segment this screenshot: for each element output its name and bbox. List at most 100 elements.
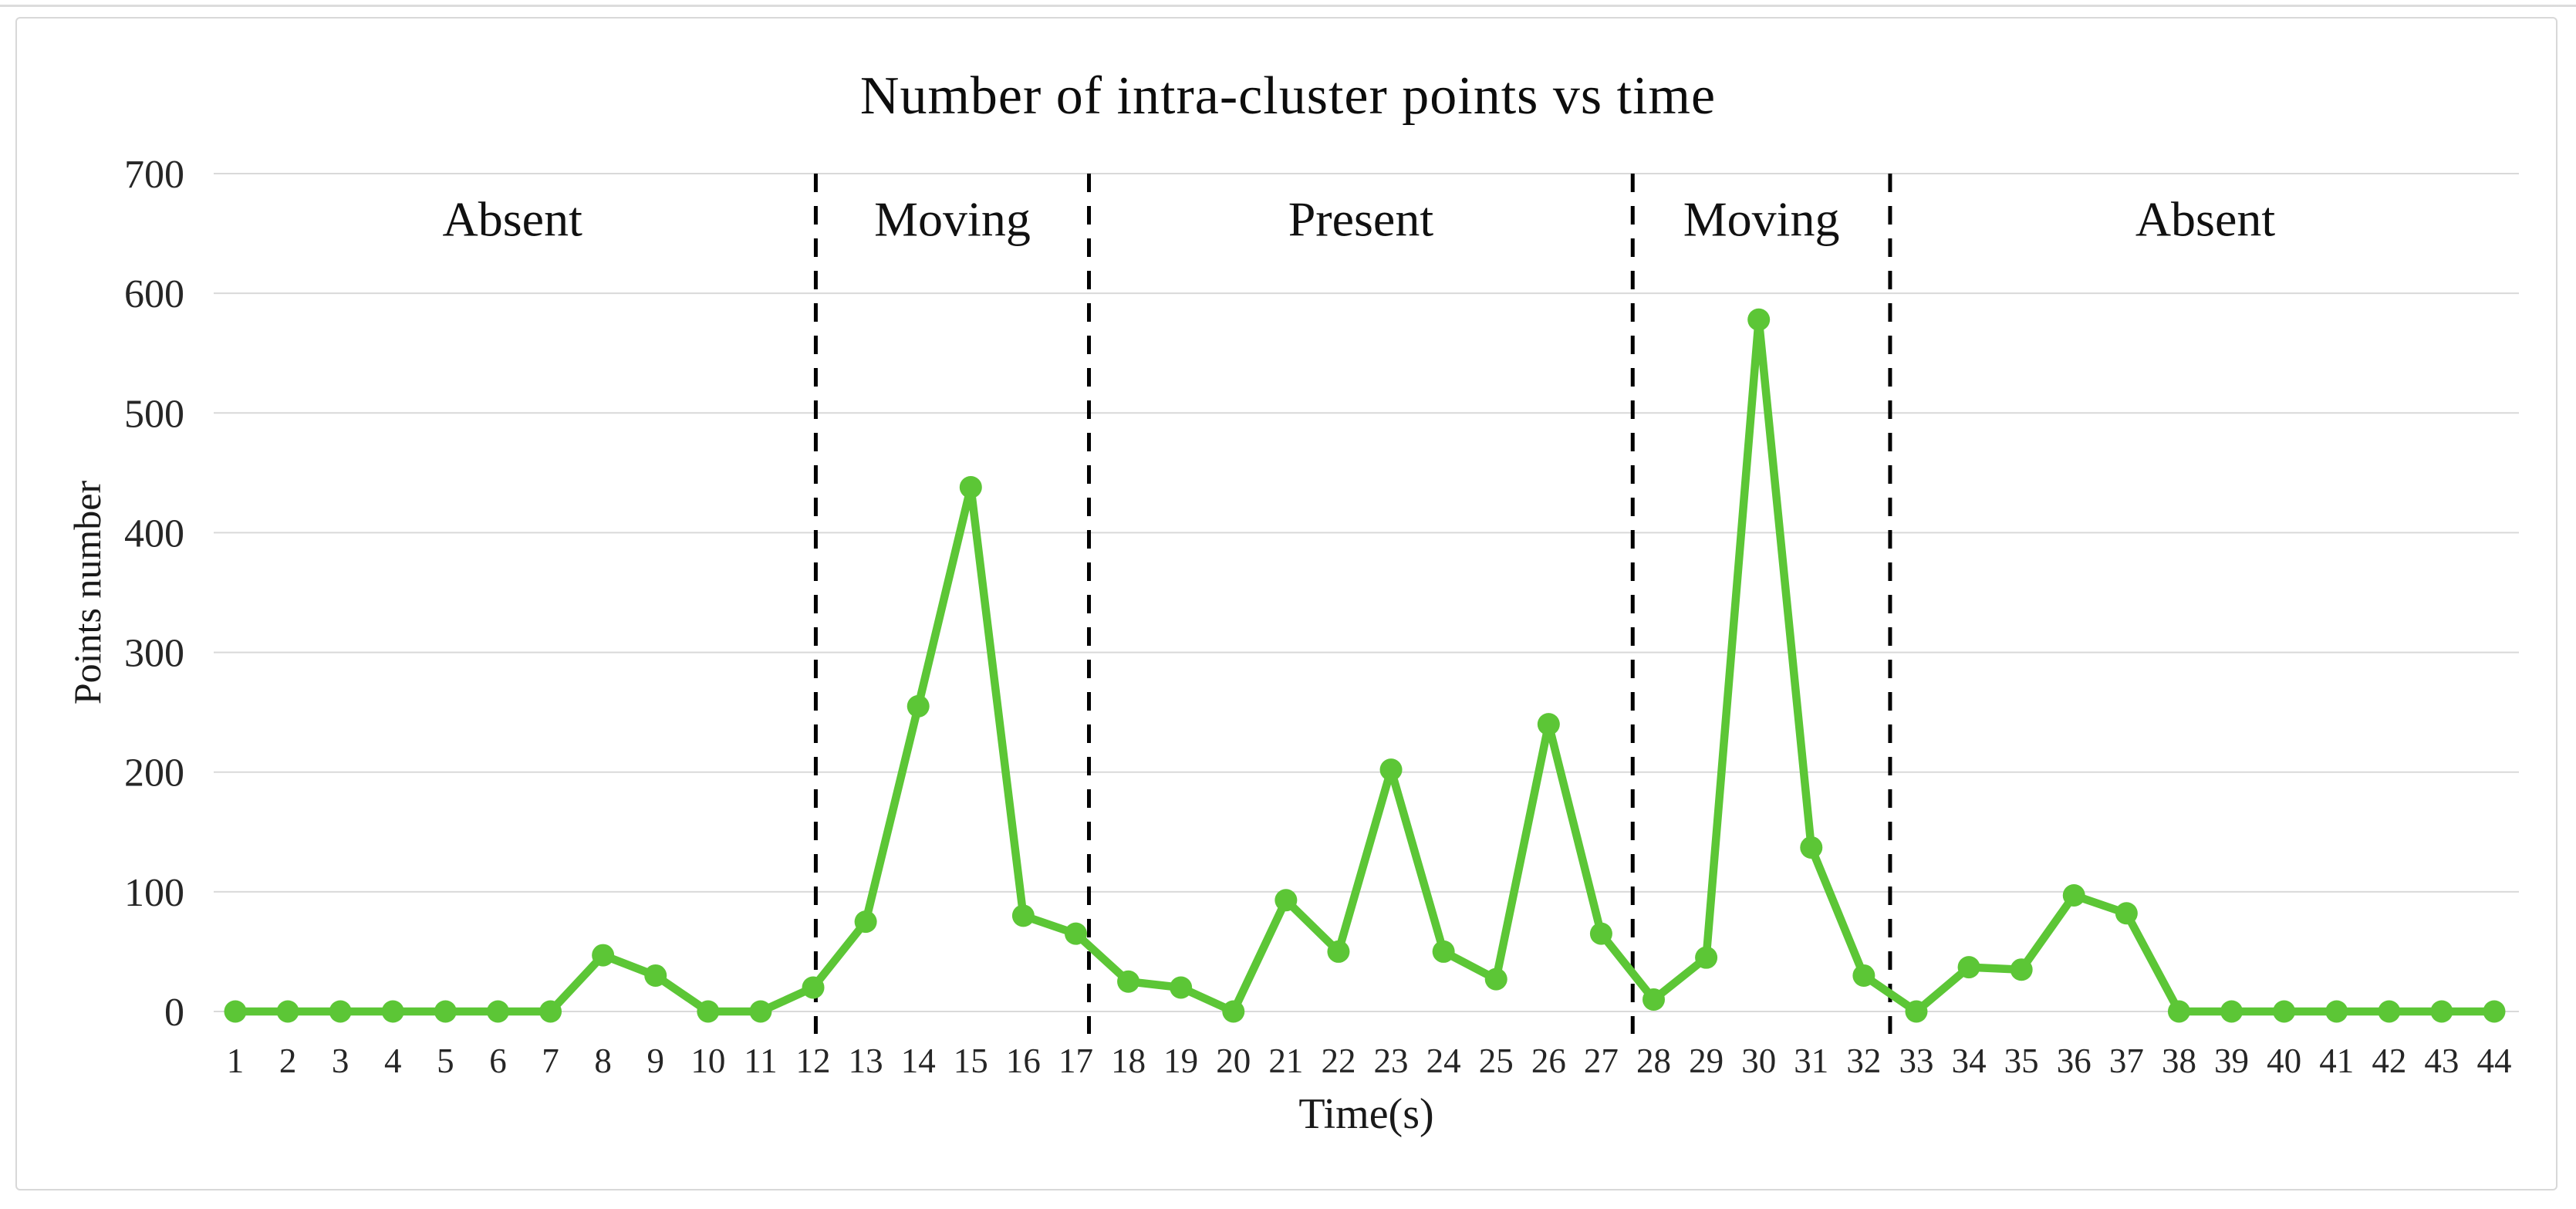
x-tick-label: 36 <box>2057 1042 2092 1080</box>
x-tick-label: 40 <box>2267 1042 2301 1080</box>
x-tick-label: 20 <box>1216 1042 1251 1080</box>
x-tick-label: 5 <box>437 1042 454 1080</box>
data-point-marker <box>697 1000 720 1023</box>
data-point-marker <box>1800 836 1823 859</box>
data-point-marker <box>486 1000 509 1023</box>
x-tick-label: 32 <box>1846 1042 1881 1080</box>
data-point-marker <box>1170 976 1193 999</box>
data-point-marker <box>2378 1000 2401 1023</box>
x-tick-label: 13 <box>849 1042 883 1080</box>
x-tick-label: 19 <box>1163 1042 1198 1080</box>
x-tick-label: 33 <box>1899 1042 1933 1080</box>
data-point-marker <box>959 475 982 498</box>
data-point-marker <box>2062 884 2085 907</box>
x-tick-label: 16 <box>1006 1042 1041 1080</box>
x-tick-label: 43 <box>2424 1042 2459 1080</box>
x-tick-label: 26 <box>1531 1042 1566 1080</box>
page-edge-line <box>0 5 2576 7</box>
y-tick-label: 400 <box>124 512 184 556</box>
data-point-marker <box>1642 988 1666 1011</box>
data-point-marker <box>1064 922 1087 945</box>
data-point-marker <box>1222 1000 1245 1023</box>
region-label: Moving <box>1683 192 1840 247</box>
data-point-marker <box>1327 940 1350 963</box>
x-tick-label: 28 <box>1636 1042 1671 1080</box>
data-point-marker <box>539 1000 562 1023</box>
data-line <box>231 316 2499 1016</box>
x-tick-label: 38 <box>2162 1042 2196 1080</box>
data-point-marker <box>329 1000 352 1023</box>
x-tick-label: 2 <box>279 1042 297 1080</box>
x-tick-label: 10 <box>690 1042 725 1080</box>
x-tick-label: 31 <box>1794 1042 1828 1080</box>
data-point-marker <box>1957 956 1980 979</box>
region-label: Absent <box>443 192 583 247</box>
data-point-marker <box>1484 968 1507 991</box>
x-tick-label: 25 <box>1479 1042 1514 1080</box>
x-tick-label: 4 <box>384 1042 402 1080</box>
data-point-marker <box>1537 713 1560 736</box>
x-tick-label: 30 <box>1741 1042 1776 1080</box>
x-tick-label: 39 <box>2214 1042 2249 1080</box>
data-point-marker <box>2273 1000 2296 1023</box>
data-point-marker <box>2220 1000 2243 1023</box>
x-tick-label: 22 <box>1321 1042 1356 1080</box>
data-point-marker <box>2483 1000 2506 1023</box>
x-tick-label: 41 <box>2319 1042 2354 1080</box>
y-tick-label: 100 <box>124 871 184 915</box>
x-tick-label: 42 <box>2372 1042 2406 1080</box>
y-tick-label: 200 <box>124 751 184 795</box>
x-tick-label: 11 <box>744 1042 777 1080</box>
region-label: Absent <box>2135 192 2276 247</box>
x-tick-label: 6 <box>489 1042 507 1080</box>
region-label: Present <box>1288 192 1434 247</box>
data-point-marker <box>2167 1000 2190 1023</box>
data-point-marker <box>906 694 930 718</box>
data-point-marker <box>2325 1000 2348 1023</box>
y-tick-label: 0 <box>164 991 184 1035</box>
data-point-marker <box>1747 308 1771 331</box>
x-tick-label: 29 <box>1689 1042 1724 1080</box>
data-point-marker <box>1695 946 1718 969</box>
x-tick-label: 7 <box>542 1042 559 1080</box>
chart-frame <box>15 17 2557 1190</box>
y-tick-label: 500 <box>124 392 184 436</box>
x-tick-label: 21 <box>1268 1042 1303 1080</box>
y-tick-label: 600 <box>124 272 184 316</box>
x-tick-label: 15 <box>954 1042 988 1080</box>
data-point-marker <box>1379 758 1403 782</box>
y-tick-label: 300 <box>124 632 184 676</box>
x-tick-label: 9 <box>647 1042 664 1080</box>
chart-title: Number of intra-cluster points vs time <box>859 66 1717 126</box>
x-tick-label: 1 <box>227 1042 245 1080</box>
data-point-marker <box>381 1000 404 1023</box>
region-label: Moving <box>874 192 1031 247</box>
data-point-marker <box>1852 964 1875 987</box>
data-point-marker <box>434 1000 457 1023</box>
data-point-marker <box>749 1000 772 1023</box>
data-point-marker <box>1117 970 1140 993</box>
data-point-marker <box>1589 922 1612 945</box>
x-tick-label: 27 <box>1584 1042 1619 1080</box>
x-tick-label: 12 <box>796 1042 831 1080</box>
data-point-marker <box>276 1000 299 1023</box>
x-axis-title: Time(s) <box>1298 1090 1434 1138</box>
data-point-marker <box>1011 904 1035 927</box>
x-tick-label: 35 <box>2004 1042 2039 1080</box>
x-tick-label: 37 <box>2109 1042 2144 1080</box>
y-tick-label: 700 <box>124 153 184 197</box>
x-tick-label: 34 <box>1952 1042 1987 1080</box>
x-tick-label: 17 <box>1058 1042 1093 1080</box>
data-point-marker <box>854 910 877 934</box>
data-point-marker <box>224 1000 247 1023</box>
data-point-marker <box>1274 889 1298 912</box>
data-point-marker <box>802 976 825 999</box>
data-point-marker <box>1432 940 1455 963</box>
data-point-marker <box>2115 902 2138 925</box>
x-tick-label: 24 <box>1426 1042 1461 1080</box>
x-tick-label: 23 <box>1374 1042 1409 1080</box>
data-point-marker <box>2430 1000 2453 1023</box>
x-tick-label: 14 <box>901 1042 936 1080</box>
